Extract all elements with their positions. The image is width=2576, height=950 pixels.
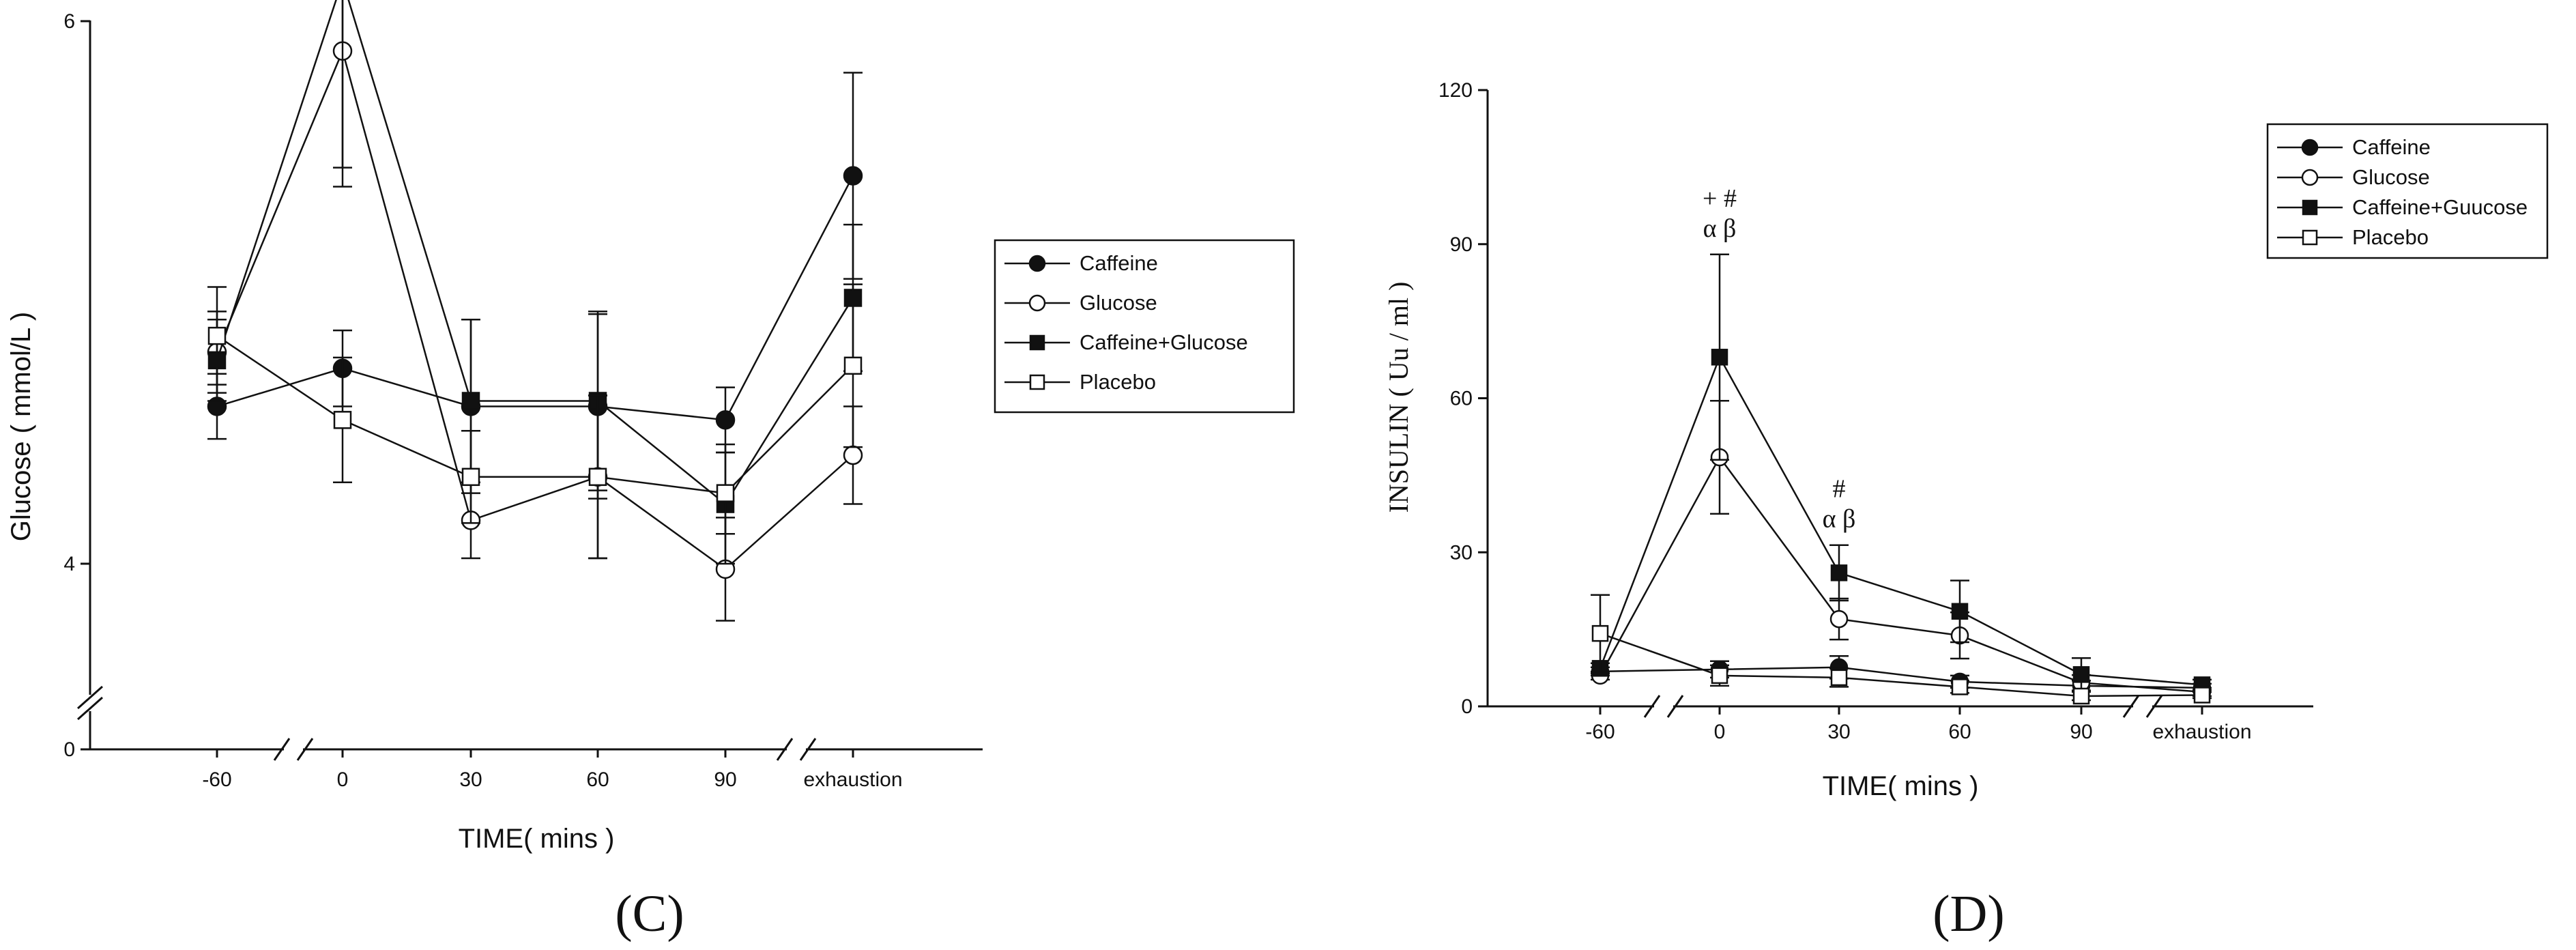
legend-marker	[2302, 199, 2318, 216]
y-tick-label: 0	[63, 738, 75, 761]
legend-label: Caffeine	[1080, 251, 1158, 275]
data-point	[715, 410, 736, 430]
x-tick-label: 30	[1827, 721, 1850, 743]
series-line	[216, 175, 854, 421]
data-point	[207, 326, 227, 345]
legend-marker	[1029, 334, 1045, 351]
data-point	[588, 467, 607, 487]
legend-label: Glucose	[2352, 165, 2430, 189]
y-tick-label: 60	[1450, 388, 1473, 410]
legend-marker	[2302, 229, 2318, 246]
panel-label: (D)	[1933, 885, 2005, 942]
data-point	[1830, 669, 1848, 687]
data-point	[333, 411, 352, 429]
legend-marker	[1028, 255, 1046, 272]
x-tick-label: -60	[1585, 721, 1615, 743]
series-caffeine	[207, 72, 863, 500]
data-point	[843, 445, 863, 465]
y-axis-label: INSULIN ( Uu / ml )	[1383, 282, 1414, 513]
series-caffeine-glucose	[207, 0, 863, 565]
data-point	[1951, 603, 1969, 620]
data-point	[1711, 349, 1728, 366]
x-tick-label: 60	[586, 768, 609, 791]
legend-marker	[1029, 374, 1045, 390]
data-point	[2072, 666, 2090, 683]
data-point	[2193, 687, 2211, 704]
data-point	[716, 484, 735, 502]
legend-label: Caffeine+Glucose	[1080, 330, 1248, 354]
x-axis-break-mark	[1666, 695, 1684, 718]
series-placebo	[1591, 594, 2212, 705]
x-axis-break-mark	[273, 738, 291, 761]
legend-marker	[2301, 169, 2319, 186]
legend-marker	[2301, 139, 2319, 156]
series-line	[1599, 455, 2203, 693]
x-axis-break-mark	[2122, 695, 2140, 718]
significance-annotation: α β	[1703, 214, 1737, 243]
series-placebo	[207, 283, 863, 560]
y-tick-label: 6	[63, 10, 75, 33]
x-tick-label: 0	[1714, 721, 1726, 743]
data-point	[843, 166, 863, 186]
chart-panel-d: 0 30 60 90 120 -60 0 30 60 90 exhaustion TIME( mins…	[1383, 79, 2549, 942]
series-caffeine-guucose	[1591, 253, 2212, 693]
x-tick-label: 60	[1948, 721, 1971, 743]
series-line	[216, 335, 854, 494]
y-tick-label: 4	[63, 553, 75, 575]
data-point	[1711, 667, 1728, 685]
series-line	[1600, 632, 2203, 697]
data-point	[1829, 609, 1849, 629]
x-axis-break-mark	[1643, 695, 1661, 718]
data-point	[461, 467, 480, 487]
x-tick-label: 30	[459, 768, 482, 791]
x-axis-break-mark	[2145, 695, 2163, 718]
x-tick-label: exhaustion	[803, 768, 902, 791]
data-point	[1830, 564, 1848, 581]
x-tick-label: 0	[337, 768, 349, 791]
panel-label: (C)	[615, 885, 684, 942]
significance-annotation: #	[1833, 475, 1846, 504]
x-axis-break-mark	[799, 738, 817, 761]
x-tick-label: exhaustion	[2152, 721, 2251, 743]
legend-label: Placebo	[2352, 225, 2429, 249]
significance-annotation: + #	[1703, 184, 1737, 213]
legend-label: Caffeine+Guucose	[2352, 195, 2528, 219]
data-point	[2072, 687, 2090, 705]
legend-marker	[1028, 294, 1046, 312]
x-axis-label: TIME( mins )	[459, 824, 615, 854]
x-tick-label: 90	[714, 768, 736, 791]
x-tick-label: -60	[202, 768, 231, 791]
series-glucose	[1591, 400, 2212, 702]
y-axis-break-mark	[77, 696, 103, 721]
legend-label: Glucose	[1080, 291, 1157, 315]
x-axis-break-mark	[776, 738, 794, 761]
legend-label: Placebo	[1080, 370, 1156, 394]
series-line	[1599, 355, 2203, 686]
data-point	[1951, 678, 1969, 695]
y-tick-label: 90	[1450, 233, 1473, 256]
data-point	[1591, 624, 1609, 642]
series-line	[216, 0, 854, 506]
y-tick-label: 30	[1450, 541, 1473, 564]
data-point	[461, 392, 480, 410]
legend: Caffeine Glucose Caffeine+Guucose Placebo	[2266, 123, 2549, 259]
x-tick-label: 90	[2070, 721, 2092, 743]
y-tick-label: 0	[1461, 695, 1473, 718]
series-line	[1600, 666, 2203, 689]
y-axis-label: Glucose ( mmol/L )	[6, 312, 36, 541]
legend-label: Caffeine	[2352, 135, 2431, 159]
data-point	[843, 356, 863, 375]
significance-annotation: α β	[1823, 505, 1856, 534]
y-tick-label: 120	[1438, 79, 1473, 102]
x-axis-label: TIME( mins )	[1823, 771, 1979, 801]
series-line	[216, 48, 854, 571]
x-axis-break-mark	[296, 738, 314, 761]
y-axis-break-mark	[77, 685, 103, 710]
legend: Caffeine Glucose Caffeine+Glucose Placebo	[994, 239, 1295, 414]
